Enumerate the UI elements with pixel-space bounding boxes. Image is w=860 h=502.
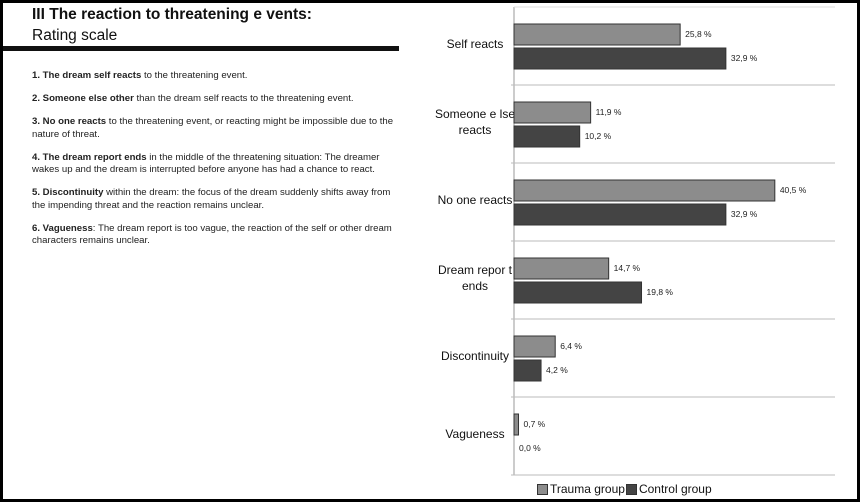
title-divider [3,46,399,51]
data-label: 32,9 % [731,53,758,63]
bar-control [513,125,581,148]
data-label: 11,9 % [596,107,622,117]
bar-control [513,281,643,304]
bar-trauma [513,413,520,436]
rating-scale-list: 1. The dream self reacts to the threaten… [32,70,402,258]
legend-swatch-control [625,483,637,495]
data-label: 6,4 % [560,341,582,351]
category-label: Vagueness [445,427,504,441]
bar-control [513,359,542,382]
data-label: 25,8 % [685,29,712,39]
rating-item: 6. Vagueness: The dream report is too va… [32,223,402,248]
bar-control [513,47,727,70]
item-text: to the threatening event, or reacting mi… [32,116,394,140]
rating-item: 3. No one reacts to the threatening even… [32,116,402,141]
slide-title: III The reaction to threatening e vents: [32,6,312,23]
legend-label-trauma: Trauma group [550,482,625,496]
category-label: Someone e lse reacts [435,107,515,137]
category-label: No one reacts [438,193,513,207]
data-label: 14,7 % [614,263,641,273]
item-heading: 6. Vagueness [32,222,93,234]
item-heading: 2. Someone else other [32,93,134,104]
item-text: : The dream report is too vague, the rea… [32,222,392,247]
data-label: 40,5 % [780,185,807,195]
bar-trauma [513,179,776,202]
data-label: 32,9 % [731,209,758,219]
bar-control [513,203,727,226]
bar-trauma [513,23,681,46]
rating-item: 5. Discontinuity within the dream: the f… [32,187,402,212]
data-label: 0,0 % [519,443,541,453]
bar-trauma [513,257,610,280]
data-label: 19,8 % [647,287,674,297]
item-heading: 3. No one reacts [32,116,107,127]
item-heading: 4. The dream report ends [32,151,147,163]
data-label: 10,2 % [585,131,612,141]
chart-legend: Trauma group Control group [537,482,712,496]
category-label: Discontinuity [441,349,509,363]
item-text: within the dream: the focus of the dream… [32,187,391,211]
rating-item: 2. Someone else other than the dream sel… [32,93,402,106]
item-text: to the threatening event. [141,70,248,81]
data-label: 4,2 % [546,365,568,375]
data-label: 0,7 % [524,419,546,429]
item-heading: 1. The dream self reacts [32,70,142,81]
slide-subtitle: Rating scale [32,27,118,44]
legend-label-control: Control group [638,482,712,496]
bar-trauma [513,335,556,358]
item-text: than the dream self reacts to the threat… [133,93,354,104]
bar-trauma [513,101,592,124]
category-label: Dream repor t ends [438,263,513,293]
rating-item: 1. The dream self reacts to the threaten… [32,70,402,83]
category-label: Self reacts [447,37,504,51]
rating-item: 4. The dream report ends in the middle o… [32,152,402,177]
legend-swatch-trauma [537,483,548,495]
item-text: in the middle of the threatening situati… [32,151,380,176]
item-heading: 5. Discontinuity [32,187,104,198]
